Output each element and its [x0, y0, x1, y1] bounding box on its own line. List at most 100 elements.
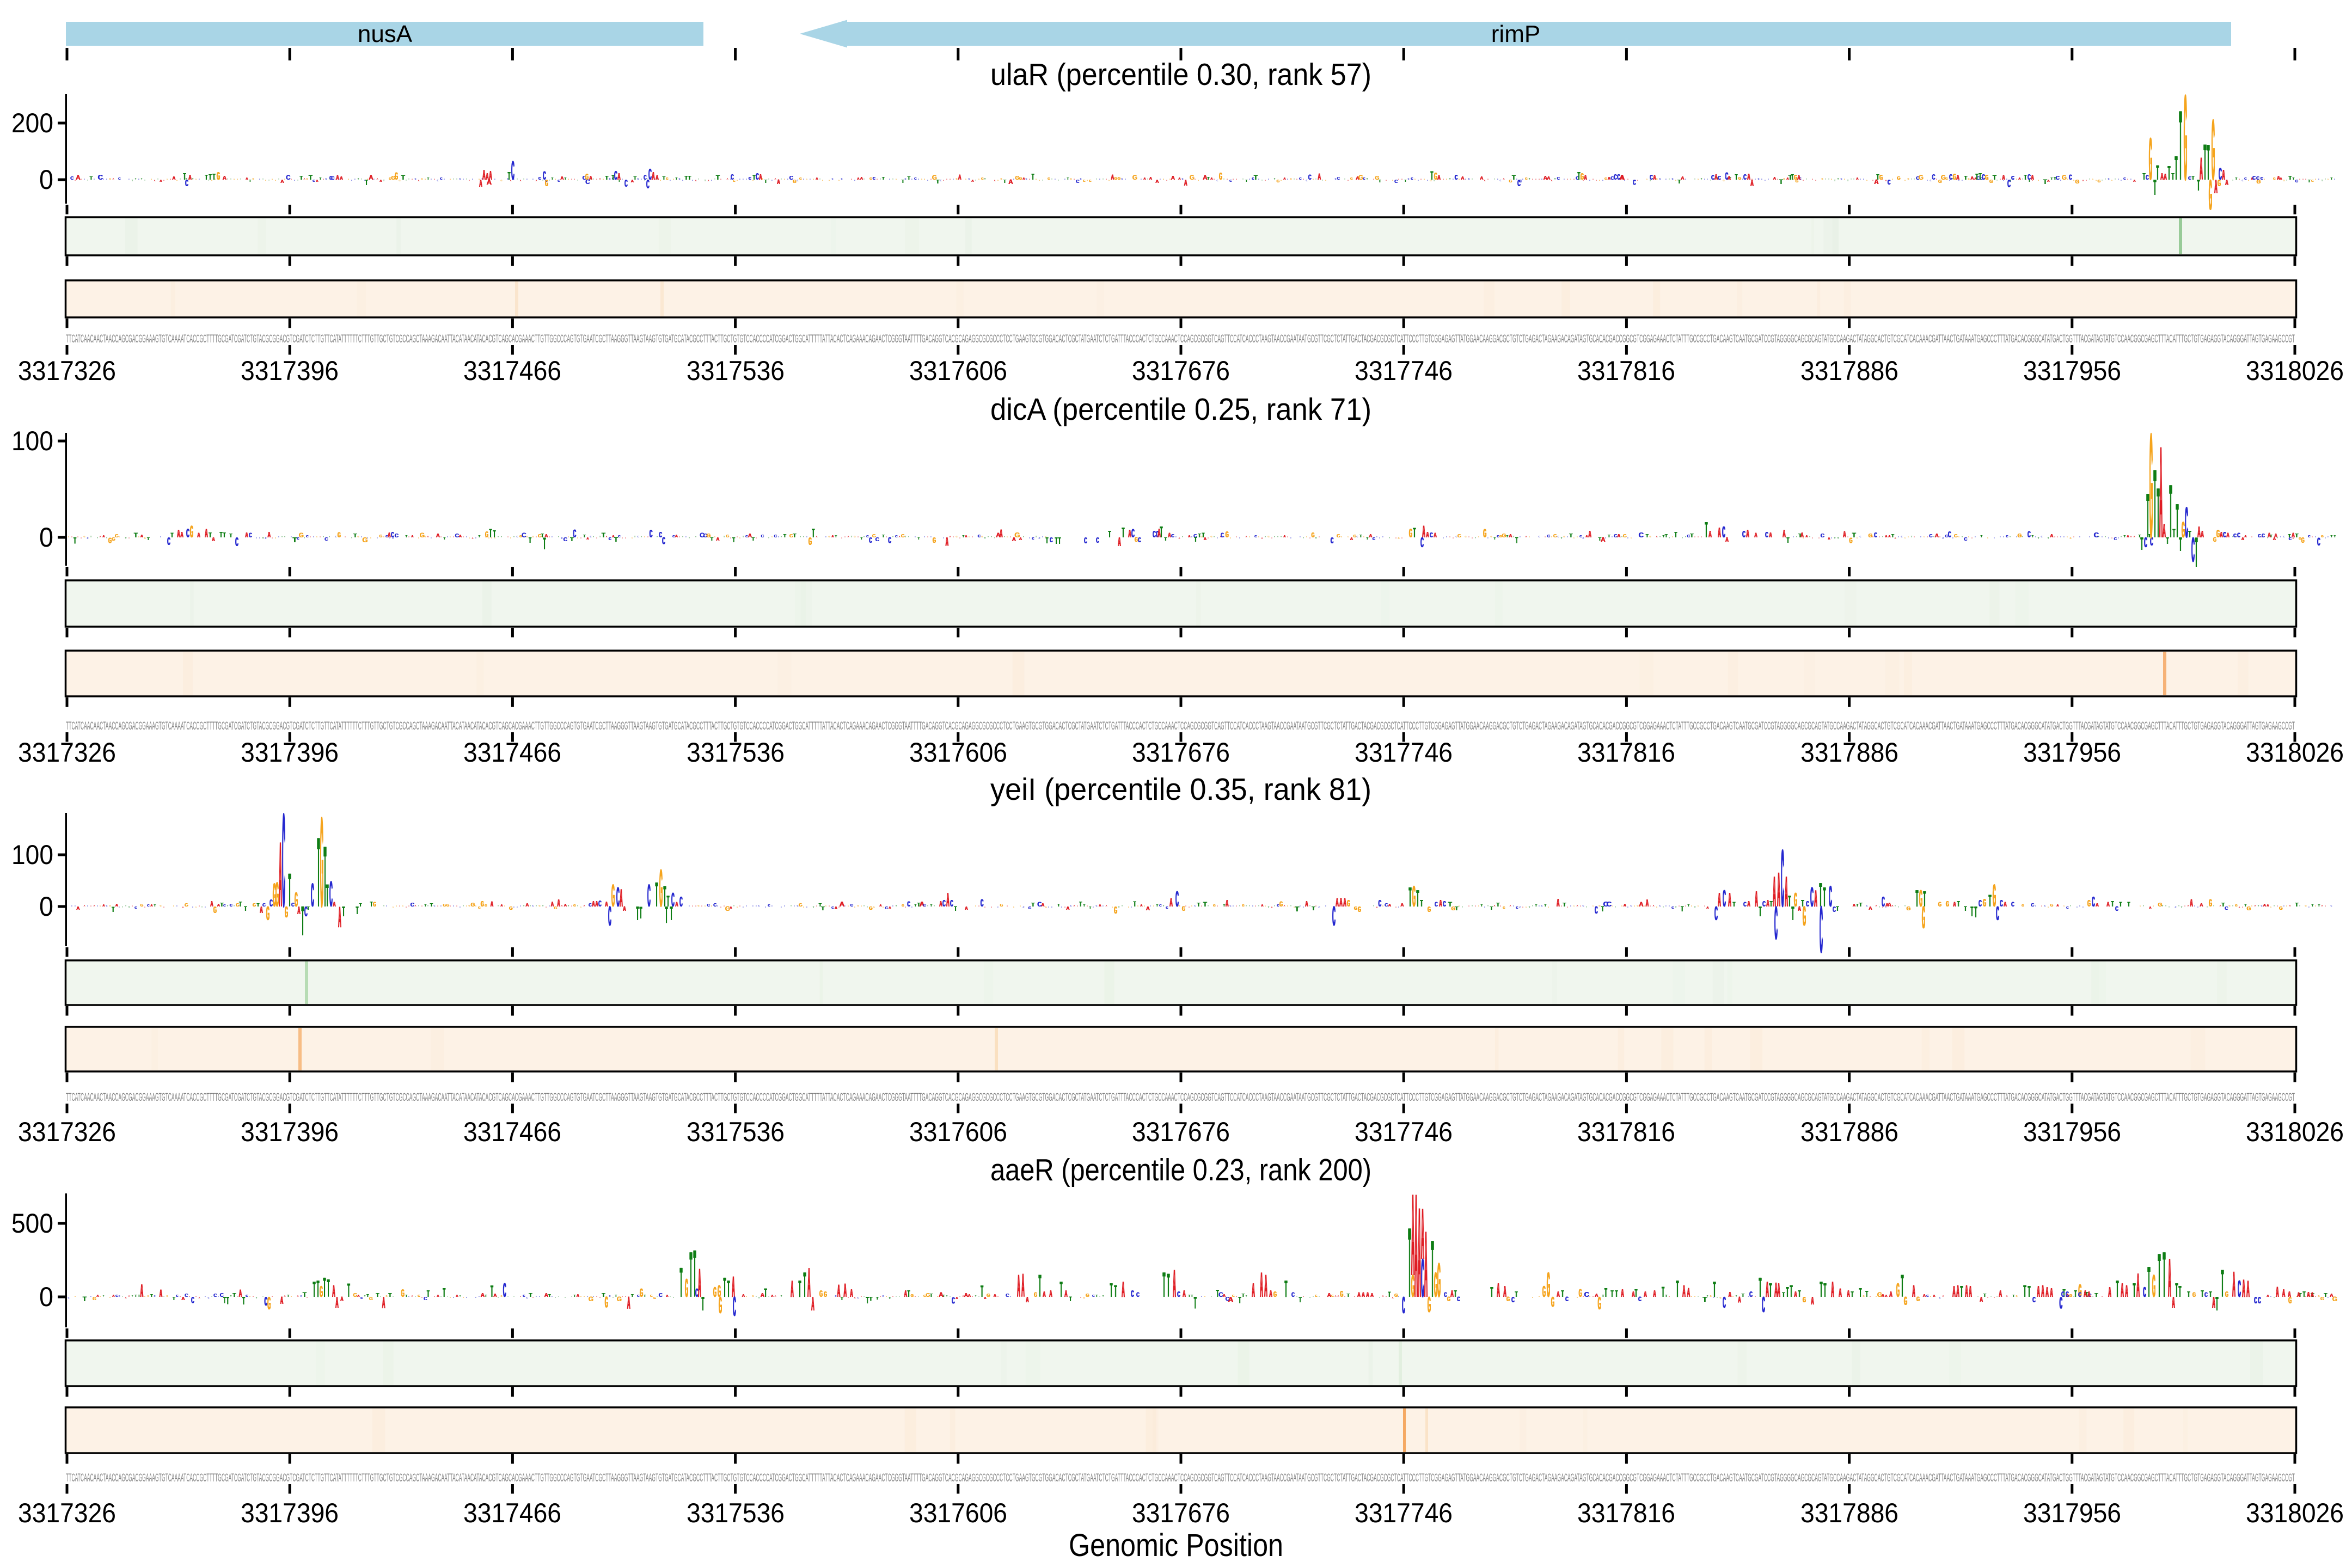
svg-text:C: C [1743, 529, 1746, 539]
svg-text:0: 0 [39, 522, 53, 553]
svg-text:G: G [1411, 1269, 1414, 1304]
svg-text:A: A [1265, 1269, 1267, 1304]
svg-text:T: T [2120, 902, 2122, 909]
svg-text:G: G [266, 902, 269, 925]
svg-text:T: T [1195, 537, 1197, 544]
svg-text:A: A [1682, 1281, 1686, 1301]
svg-text:A: A [1653, 175, 1656, 182]
svg-text:A: A [1639, 901, 1644, 908]
svg-text:A: A [698, 1261, 701, 1306]
svg-text:T: T [491, 1282, 494, 1301]
svg-text:C: C [1085, 536, 1087, 546]
svg-text:G: G [1347, 898, 1351, 908]
svg-text:A: A [212, 536, 216, 542]
svg-text:C: C [1595, 905, 1598, 916]
svg-text:T: T [365, 179, 367, 187]
svg-text:G: G [1598, 1294, 1601, 1314]
svg-text:C: C [2146, 175, 2148, 182]
svg-text:C: C [1650, 174, 1653, 182]
svg-text:C: C [1595, 905, 1598, 916]
svg-text:T: T [1877, 174, 1879, 182]
svg-text:C: C [1225, 1296, 1229, 1302]
svg-text:G: G [819, 1288, 823, 1298]
svg-text:G: G [1939, 902, 1942, 909]
svg-text:C: C [1097, 537, 1099, 545]
svg-text:C: C [265, 1294, 267, 1308]
svg-text:A: A [1797, 175, 1800, 182]
svg-text:T: T [1167, 1268, 1170, 1304]
svg-text:0: 0 [39, 164, 53, 195]
svg-text:A: A [189, 174, 192, 182]
svg-text:T: T [82, 1296, 86, 1303]
svg-text:T: T [611, 175, 614, 182]
svg-text:A: A [1956, 174, 1959, 182]
svg-text:A: A [1050, 1288, 1053, 1298]
svg-text:C: C [1309, 174, 1312, 182]
svg-text:T: T [2170, 469, 2172, 553]
svg-text:A: A [652, 170, 654, 183]
svg-text:C: C [731, 174, 733, 182]
svg-text:T: T [493, 529, 495, 540]
svg-text:A: A [1969, 1283, 1972, 1300]
svg-text:T: T [1058, 535, 1061, 546]
svg-text:A: A [1965, 1281, 1968, 1301]
svg-text:C: C [1420, 535, 1423, 551]
svg-text:C: C [2092, 895, 2095, 910]
svg-text:A: A [2201, 529, 2204, 539]
svg-text:T: T [2128, 902, 2130, 909]
svg-text:T: T [1676, 1276, 1679, 1302]
svg-text:T: T [1790, 1281, 1793, 1301]
svg-text:A: A [1773, 867, 1775, 916]
svg-text:T: T [2192, 175, 2195, 181]
svg-text:A: A [1646, 898, 1649, 909]
svg-text:C: C [1874, 531, 1877, 540]
svg-text:C: C [1219, 1291, 1224, 1298]
svg-text:T: T [1431, 1224, 1434, 1315]
svg-text:T: T [907, 1288, 910, 1298]
svg-text:G: G [2212, 101, 2215, 198]
svg-text:T: T [954, 906, 957, 913]
svg-text:T: T [1676, 1276, 1679, 1302]
svg-text:T: T [489, 527, 492, 540]
svg-text:A: A [1026, 1296, 1030, 1304]
svg-text:A: A [959, 174, 961, 182]
svg-text:T: T [1032, 172, 1034, 182]
svg-text:A: A [1418, 1181, 1421, 1325]
svg-text:3317746: 3317746 [1355, 356, 1453, 386]
svg-text:A: A [1653, 175, 1656, 182]
svg-text:C: C [1820, 893, 1823, 967]
svg-text:C: C [644, 175, 646, 182]
svg-text:T: T [205, 174, 208, 182]
svg-text:A: A [1022, 1268, 1025, 1304]
svg-text:C: C [647, 176, 650, 191]
svg-text:C: C [2219, 164, 2222, 183]
svg-text:T: T [1108, 529, 1111, 539]
svg-text:A: A [904, 1288, 908, 1299]
svg-text:G: G [824, 1291, 827, 1299]
svg-text:A: A [489, 168, 492, 182]
svg-text:A: A [1621, 1288, 1624, 1300]
svg-text:A: A [811, 1293, 814, 1315]
svg-text:T: T [2288, 534, 2291, 539]
svg-text:A: A [1774, 1278, 1777, 1301]
svg-text:A: A [1000, 528, 1003, 541]
svg-text:A: A [2161, 171, 2164, 181]
svg-text:G: G [273, 878, 277, 914]
svg-text:G: G [808, 536, 811, 548]
svg-text:T: T [543, 534, 546, 553]
svg-text:A: A [1270, 1288, 1273, 1298]
svg-text:dicA (percentile 0.25, rank 71: dicA (percentile 0.25, rank 71) [990, 392, 1371, 427]
svg-text:T: T [798, 1276, 801, 1302]
svg-text:T: T [702, 1293, 705, 1315]
svg-text:C: C [192, 1295, 195, 1305]
svg-text:T: T [183, 171, 186, 181]
svg-text:T: T [1164, 537, 1167, 542]
svg-text:3317816: 3317816 [1577, 356, 1675, 386]
svg-text:A: A [1619, 173, 1625, 181]
svg-text:T: T [1957, 901, 1959, 909]
svg-text:A: A [2002, 175, 2005, 182]
svg-text:G: G [189, 522, 193, 541]
svg-text:T: T [2074, 1288, 2077, 1298]
svg-text:C: C [410, 902, 414, 908]
svg-text:3317326: 3317326 [18, 1117, 116, 1147]
